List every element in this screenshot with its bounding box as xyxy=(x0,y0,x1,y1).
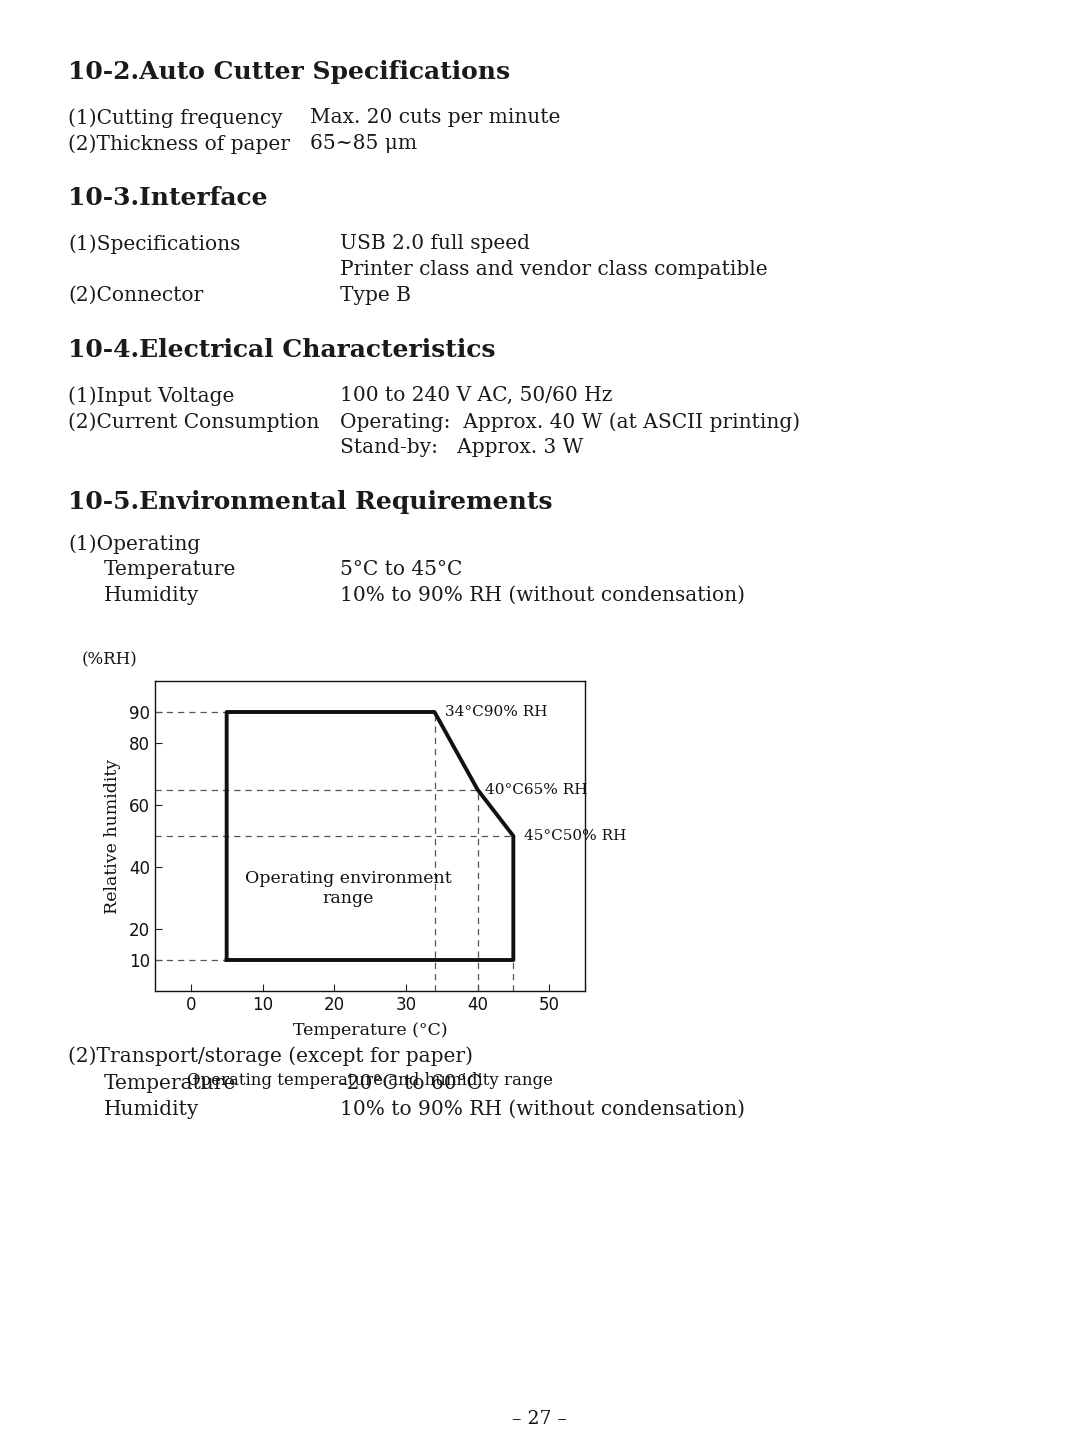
Text: 5°C to 45°C: 5°C to 45°C xyxy=(340,560,462,578)
Text: Humidity: Humidity xyxy=(104,586,200,604)
Text: Humidity: Humidity xyxy=(104,1099,200,1120)
Text: (2)Transport/storage (except for paper): (2)Transport/storage (except for paper) xyxy=(68,1046,473,1066)
Text: 10-4.Electrical Characteristics: 10-4.Electrical Characteristics xyxy=(68,338,496,363)
Text: Stand-by:   Approx. 3 W: Stand-by: Approx. 3 W xyxy=(340,437,583,458)
Text: Temperature: Temperature xyxy=(104,1073,237,1094)
Text: (1)Operating: (1)Operating xyxy=(68,534,200,554)
Text: (2)Current Consumption: (2)Current Consumption xyxy=(68,412,320,432)
Text: -20°C to 60°C: -20°C to 60°C xyxy=(340,1073,482,1094)
Text: 65~85 μm: 65~85 μm xyxy=(310,134,417,153)
Text: 10% to 90% RH (without condensation): 10% to 90% RH (without condensation) xyxy=(340,586,745,604)
Text: – 27 –: – 27 – xyxy=(513,1410,567,1427)
Text: Temperature: Temperature xyxy=(104,560,237,578)
Text: Operating environment
range: Operating environment range xyxy=(245,871,451,907)
Text: (1)Cutting frequency: (1)Cutting frequency xyxy=(68,108,283,128)
Text: Printer class and vendor class compatible: Printer class and vendor class compatibl… xyxy=(340,260,768,279)
Text: 45°C50% RH: 45°C50% RH xyxy=(524,829,626,843)
Text: 10-3.Interface: 10-3.Interface xyxy=(68,186,268,210)
Text: Operating temperature and humidity range: Operating temperature and humidity range xyxy=(187,1072,553,1088)
Y-axis label: Relative humidity: Relative humidity xyxy=(104,758,121,914)
Text: (%RH): (%RH) xyxy=(82,652,137,669)
X-axis label: Temperature (°C): Temperature (°C) xyxy=(293,1022,447,1039)
Text: (2)Connector: (2)Connector xyxy=(68,286,203,305)
Text: 10-5.Environmental Requirements: 10-5.Environmental Requirements xyxy=(68,491,553,514)
Text: 34°C90% RH: 34°C90% RH xyxy=(445,705,548,720)
Text: (1)Specifications: (1)Specifications xyxy=(68,235,241,253)
Text: 40°C65% RH: 40°C65% RH xyxy=(485,783,588,797)
Text: Type B: Type B xyxy=(340,286,411,305)
Text: (2)Thickness of paper: (2)Thickness of paper xyxy=(68,134,291,154)
Text: 10-2.Auto Cutter Specifications: 10-2.Auto Cutter Specifications xyxy=(68,60,510,83)
Text: 100 to 240 V AC, 50/60 Hz: 100 to 240 V AC, 50/60 Hz xyxy=(340,386,612,404)
Text: 10% to 90% RH (without condensation): 10% to 90% RH (without condensation) xyxy=(340,1099,745,1120)
Text: (1)Input Voltage: (1)Input Voltage xyxy=(68,386,234,406)
Text: Max. 20 cuts per minute: Max. 20 cuts per minute xyxy=(310,108,561,127)
Text: Operating:  Approx. 40 W (at ASCII printing): Operating: Approx. 40 W (at ASCII printi… xyxy=(340,412,800,432)
Text: USB 2.0 full speed: USB 2.0 full speed xyxy=(340,235,530,253)
